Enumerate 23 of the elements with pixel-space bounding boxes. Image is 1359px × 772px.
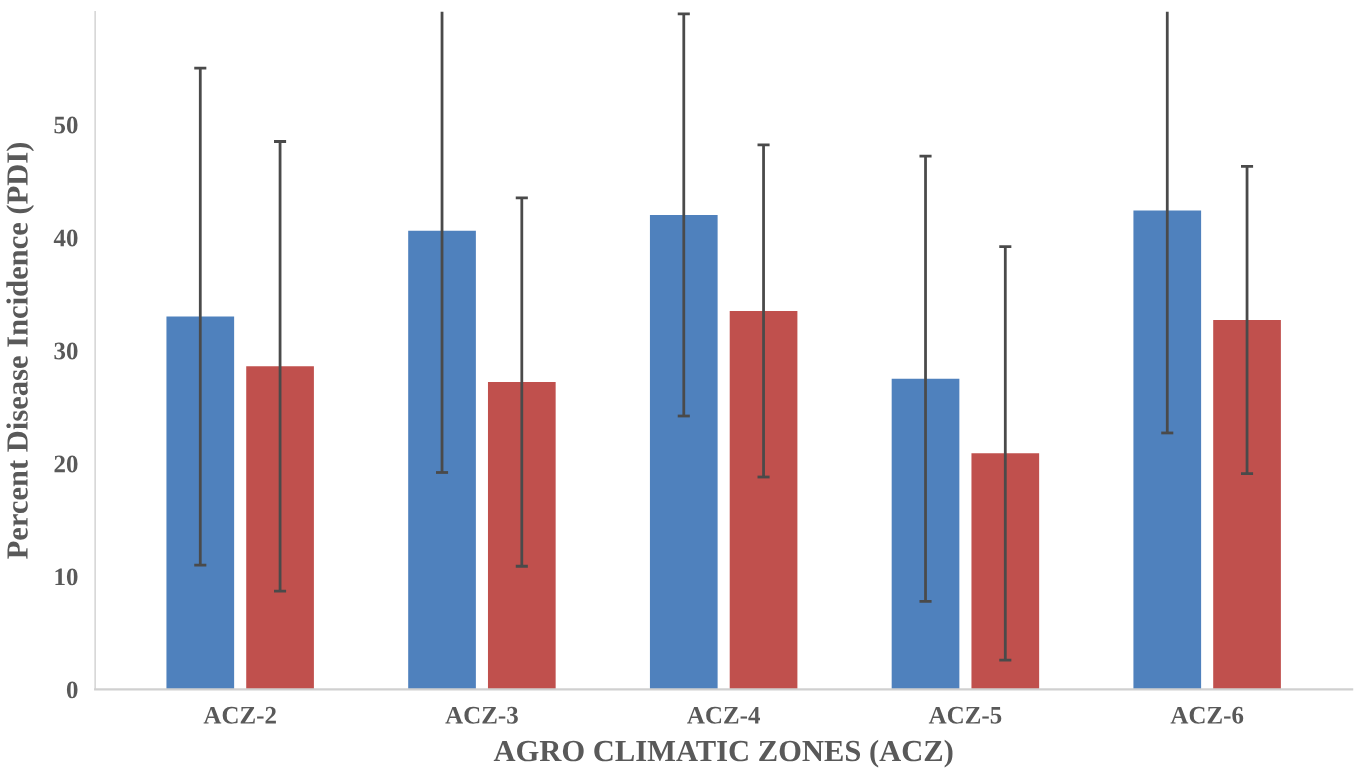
y-tick-label: 40 (53, 229, 78, 247)
x-tick-label: ACZ-2 (203, 706, 276, 724)
bar (891, 378, 960, 690)
y-tick-label: 10 (55, 568, 78, 586)
x-tick-label: ACZ-6 (1170, 706, 1244, 724)
y-tick-label: 50 (54, 116, 78, 134)
bar (1133, 210, 1202, 690)
x-axis-title: AGRO CLIMATIC ZONES (ACZ) (493, 739, 953, 768)
y-tick-label: 20 (54, 455, 78, 473)
bar (408, 230, 476, 690)
bar (729, 310, 798, 690)
bar (1213, 319, 1281, 690)
bar (246, 366, 314, 690)
bar (487, 382, 556, 690)
y-tick-label: 30 (54, 342, 78, 360)
y-axis-title: Percent Disease Incidence (PDI) (6, 142, 35, 559)
x-tick-label: ACZ-4 (687, 706, 761, 724)
bar (166, 316, 235, 690)
bar (649, 214, 718, 690)
x-tick-label: ACZ-3 (445, 706, 518, 724)
x-tick-label: ACZ-5 (928, 706, 1002, 724)
bar (971, 453, 1040, 690)
y-tick-label: 0 (66, 681, 78, 699)
